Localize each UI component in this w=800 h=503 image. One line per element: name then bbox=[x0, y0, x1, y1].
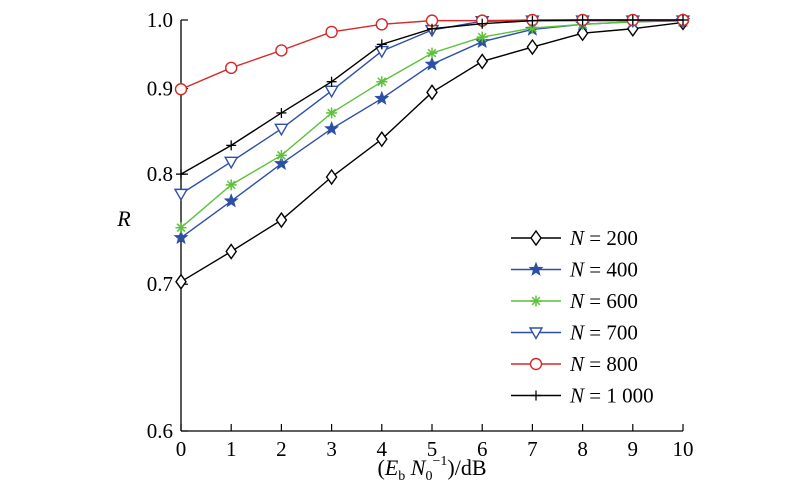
y-tick-label: 0.6 bbox=[147, 419, 173, 443]
legend-entry: N = 800 bbox=[511, 352, 638, 376]
data-point bbox=[426, 84, 438, 101]
data-point bbox=[225, 179, 237, 191]
series-6 bbox=[176, 15, 688, 180]
series-line bbox=[180, 19, 683, 195]
data-point bbox=[526, 38, 539, 56]
data-point bbox=[477, 18, 488, 29]
y-tick-label: 0.9 bbox=[147, 77, 173, 101]
data-point bbox=[175, 273, 187, 290]
data-point bbox=[325, 168, 338, 186]
data-point bbox=[476, 31, 488, 43]
data-point bbox=[174, 83, 188, 96]
y-tick-label: 0.8 bbox=[147, 162, 173, 186]
x-tick-label: 9 bbox=[628, 437, 639, 461]
data-point bbox=[376, 76, 388, 88]
data-point bbox=[223, 156, 239, 170]
data-point bbox=[275, 44, 288, 57]
data-point bbox=[530, 295, 542, 307]
data-point bbox=[276, 107, 287, 118]
series bbox=[173, 12, 691, 290]
axes: R (Eb N0−1)/dB bbox=[116, 20, 683, 484]
data-point bbox=[273, 155, 289, 171]
x-tick-label: 0 bbox=[176, 437, 187, 461]
data-point bbox=[324, 85, 339, 99]
x-tick-label: 5 bbox=[427, 437, 438, 461]
y-axis-label: R bbox=[116, 206, 131, 231]
y-tick-label: 0.7 bbox=[147, 272, 173, 296]
x-tick-label: 4 bbox=[377, 437, 388, 461]
ticks: 0 1 2 3 4 5 6 7 8 9 10 0.6 0.7 0.8 0.9 1.0 bbox=[147, 8, 694, 461]
series-3 bbox=[175, 15, 689, 234]
legend-entry: N = 700 bbox=[511, 321, 638, 345]
data-point bbox=[274, 123, 289, 137]
data-point bbox=[678, 15, 688, 25]
data-point bbox=[375, 130, 388, 148]
data-point bbox=[324, 120, 340, 136]
data-point bbox=[529, 357, 543, 371]
legend-label: N = 800 bbox=[569, 352, 638, 376]
data-point bbox=[223, 193, 239, 208]
data-point bbox=[527, 15, 538, 26]
x-tick-label: 1 bbox=[226, 437, 237, 461]
data-point bbox=[176, 169, 186, 180]
data-point bbox=[576, 25, 589, 42]
legend-label: N = 700 bbox=[569, 321, 638, 345]
data-point bbox=[424, 56, 440, 71]
x-tick-label: 10 bbox=[673, 437, 694, 461]
data-point bbox=[528, 261, 544, 276]
data-point bbox=[275, 211, 288, 229]
legend-entry: N = 600 bbox=[511, 289, 638, 313]
data-point bbox=[326, 76, 337, 87]
x-tick-label: 6 bbox=[477, 437, 488, 461]
legend-label: N = 200 bbox=[569, 226, 638, 250]
data-point bbox=[531, 390, 541, 401]
data-point bbox=[530, 229, 542, 247]
legend-label: N = 400 bbox=[569, 258, 638, 282]
data-point bbox=[175, 222, 187, 234]
data-point bbox=[426, 47, 438, 59]
x-tick-label: 8 bbox=[577, 437, 588, 461]
data-point bbox=[427, 23, 437, 34]
data-point bbox=[173, 188, 189, 202]
x-tick-label: 3 bbox=[326, 437, 337, 461]
data-point bbox=[376, 39, 387, 50]
legend-entry: N = 400 bbox=[511, 258, 638, 282]
data-point bbox=[226, 140, 237, 151]
data-point bbox=[627, 15, 638, 25]
legend-entry: N = 1 000 bbox=[511, 384, 654, 408]
x-tick-label: 7 bbox=[527, 437, 538, 461]
data-point bbox=[275, 149, 287, 161]
data-point bbox=[528, 327, 544, 340]
data-point bbox=[577, 15, 588, 25]
x-axis-label: (Eb N0−1)/dB bbox=[378, 454, 487, 484]
data-point bbox=[173, 229, 189, 245]
data-point bbox=[325, 25, 338, 39]
legend-label: N = 600 bbox=[569, 289, 638, 313]
legend: N = 200 N = 400 N = 600 N = 700 N = 800 N = 1… bbox=[511, 226, 654, 408]
data-point bbox=[326, 107, 338, 119]
data-point bbox=[375, 18, 388, 31]
data-point bbox=[225, 243, 238, 260]
y-tick-label: 1.0 bbox=[147, 8, 173, 32]
legend-entry: N = 200 bbox=[511, 226, 638, 250]
x-tick-label: 2 bbox=[276, 437, 287, 461]
data-point bbox=[224, 61, 238, 75]
legend-label: N = 1 000 bbox=[569, 384, 654, 408]
data-point bbox=[476, 53, 489, 70]
data-point bbox=[374, 90, 390, 105]
